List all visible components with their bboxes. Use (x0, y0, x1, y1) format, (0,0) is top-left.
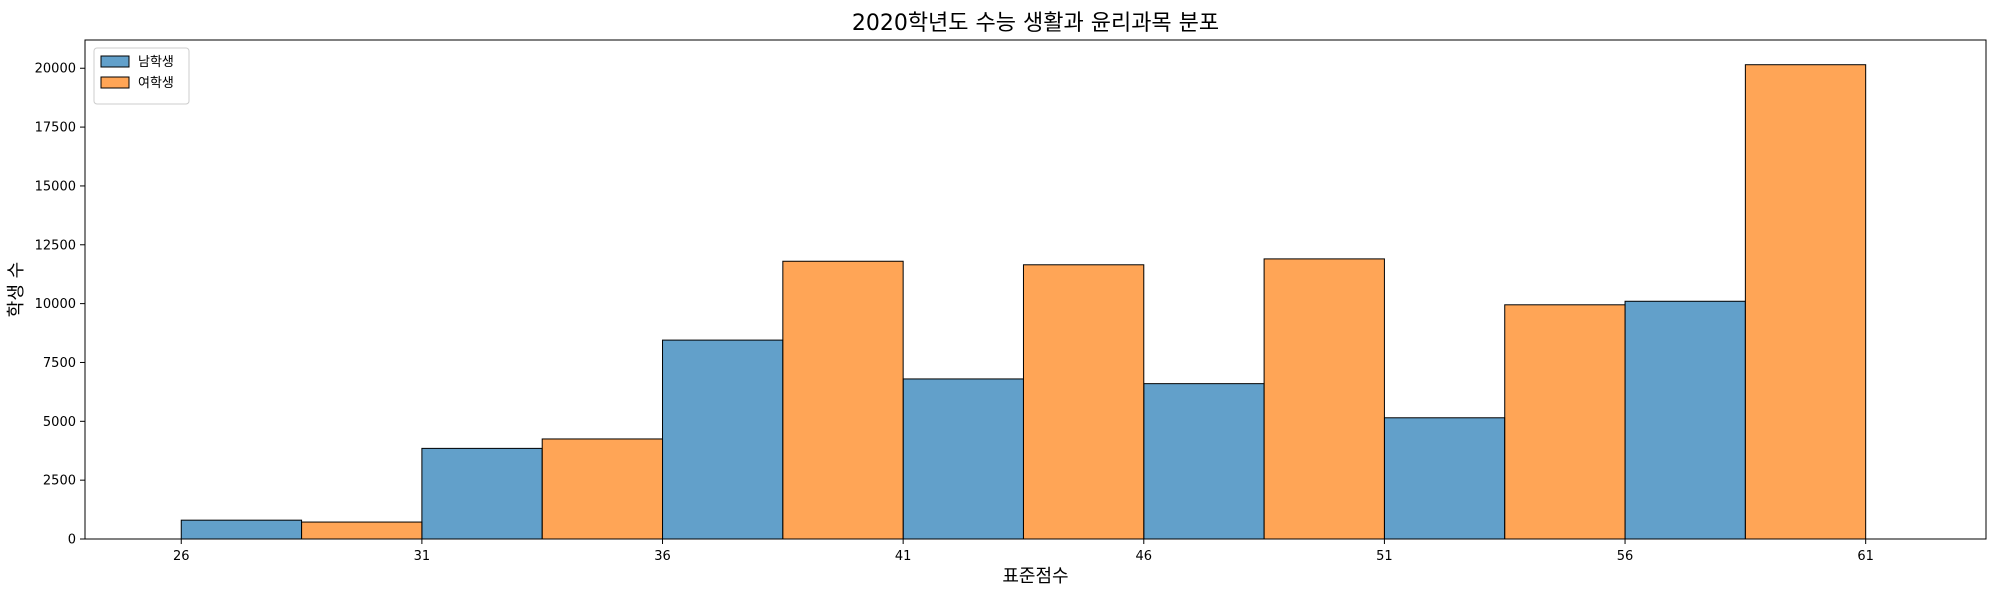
y-tick-label: 5000 (43, 415, 76, 430)
bar (1744, 64, 1867, 540)
x-axis-ticks: 26 31 36 41 46 51 56 61 (173, 539, 1874, 564)
y-tick-label: 0 (68, 533, 76, 548)
x-tick-label: 36 (654, 549, 671, 564)
legend-label: 남학생 (138, 55, 174, 70)
bar (1383, 417, 1506, 540)
x-tick-label: 26 (173, 549, 190, 564)
x-axis-title: 표준점수 (1002, 566, 1068, 587)
bar (180, 519, 303, 540)
x-tick-label: 61 (1857, 549, 1874, 564)
y-tick-label: 17500 (35, 121, 76, 136)
bar (1143, 383, 1265, 540)
bar (1624, 300, 1746, 540)
y-tick-label: 10000 (35, 297, 76, 312)
y-tick-label: 2500 (43, 474, 76, 489)
legend-label: 여학생 (138, 76, 174, 91)
bar (541, 438, 664, 540)
bar (902, 378, 1024, 540)
bar (1263, 258, 1385, 540)
legend-swatch (100, 55, 130, 68)
x-tick-label: 51 (1376, 549, 1393, 564)
bar (1504, 304, 1626, 540)
bar (1022, 264, 1145, 540)
chart-title: 2020학년도 수능 생활과 윤리과목 분포 (852, 11, 1219, 36)
x-tick-label: 41 (895, 549, 912, 564)
y-axis-title: 학생 수 (6, 262, 27, 317)
x-tick-label: 31 (414, 549, 431, 564)
legend-swatch (100, 76, 130, 89)
y-tick-label: 15000 (35, 179, 76, 194)
bars-group (180, 64, 1867, 540)
y-tick-label: 12500 (35, 238, 76, 253)
bar (421, 447, 543, 540)
y-tick-label: 7500 (43, 356, 76, 371)
plot-frame (84, 39, 1987, 540)
y-tick-label: 20000 (35, 62, 76, 77)
y-axis-ticks: 0 2500 5000 7500 10000 12500 15000 17500 20000 (35, 62, 85, 548)
bar (662, 339, 784, 540)
bar (301, 521, 423, 540)
x-tick-label: 46 (1136, 549, 1153, 564)
bar (782, 260, 904, 540)
x-tick-label: 56 (1617, 549, 1634, 564)
